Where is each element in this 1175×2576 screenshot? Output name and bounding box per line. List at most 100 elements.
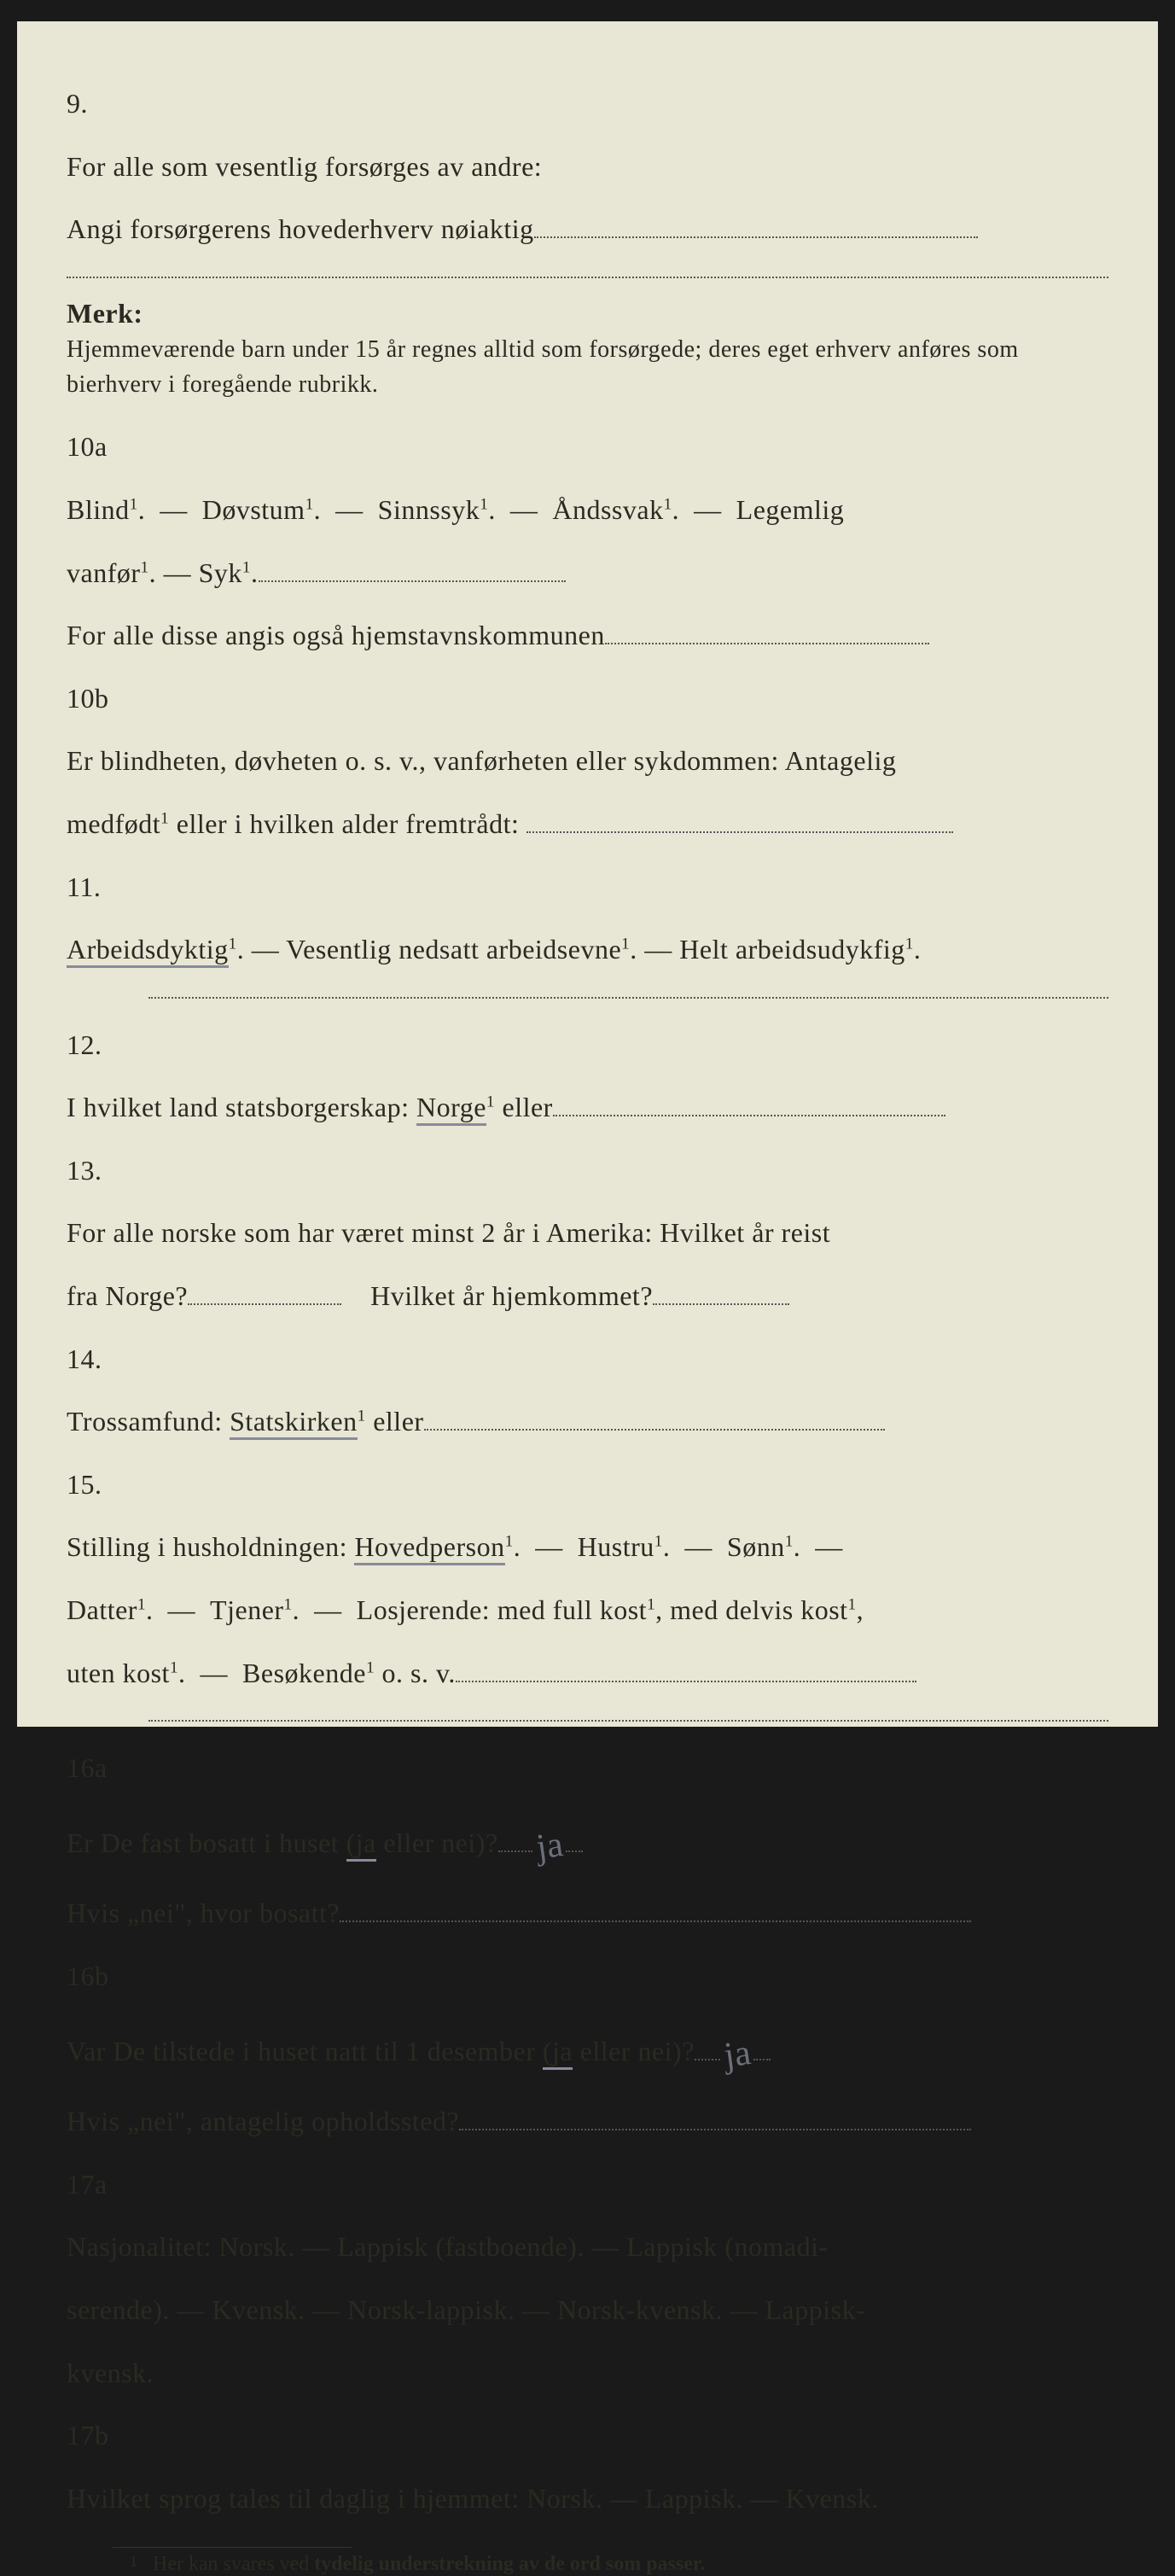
q15-l3c: o. s. v. — [375, 1658, 456, 1688]
dotted-rule — [148, 997, 1108, 999]
q17b-body: Hvilket sprog tales til daglig i hjemmet… — [67, 2468, 1027, 2531]
q10b-num: 10b — [67, 667, 145, 731]
q12-b: Norge — [416, 1092, 486, 1126]
fill-line — [456, 1660, 916, 1682]
q11-body: Arbeidsdyktig1. — Vesentlig nedsatt arbe… — [67, 918, 1027, 982]
q14-c: eller — [366, 1406, 424, 1437]
q12-body: I hvilket land statsborgerskap: Norge1 e… — [67, 1076, 1027, 1139]
q16a-l1a: Er De fast bosatt i huset — [67, 1827, 346, 1858]
footnote-a: Her kan svares ved — [153, 2553, 314, 2575]
q15-l1a: Stilling i husholdningen: — [67, 1531, 354, 1562]
opt-dovstum: Døvstum — [202, 494, 305, 525]
q13: 13. For alle norske som har været minst … — [67, 1139, 1108, 1328]
q17a-l1: Nasjonalitet: Norsk. — Lappisk (fastboen… — [67, 2231, 829, 2262]
opt-blind: Blind — [67, 494, 130, 525]
fill-line — [259, 560, 566, 582]
q16b-l2: Hvis „nei", antagelig opholdssted? — [67, 2106, 459, 2136]
footnote-b: tydelig understrekning av de ord som pas… — [314, 2553, 705, 2575]
q16b-body: Var De tilstede i huset natt til 1 desem… — [67, 2008, 1027, 2153]
q13-l2b: Hvilket år hjemkommet? — [370, 1280, 653, 1311]
q16b: 16b Var De tilstede i huset natt til 1 d… — [67, 1945, 1108, 2153]
q10b-l1: Er blindheten, døvheten o. s. v., vanfør… — [67, 745, 896, 776]
q9-l1: For alle som vesentlig forsørges av andr… — [67, 151, 542, 182]
q11-num: 11. — [67, 856, 145, 919]
q13-num: 13. — [67, 1139, 145, 1203]
dotted-rule — [148, 1720, 1108, 1722]
q14-body: Trossamfund: Statskirken1 eller — [67, 1390, 1027, 1454]
fill-line — [605, 623, 929, 645]
q14-a: Trossamfund: — [67, 1406, 230, 1437]
fill-line — [695, 2038, 720, 2060]
fill-line — [459, 2109, 971, 2131]
q16a-l1b: (ja — [346, 1827, 376, 1862]
q15-l2a: Datter — [67, 1594, 137, 1625]
merk-body: Hjemmeværende barn under 15 år regnes al… — [67, 333, 1027, 402]
q12-c: eller — [495, 1092, 553, 1122]
opt-syk: Syk — [199, 557, 242, 588]
q16b-l1b: (ja — [543, 2036, 573, 2070]
q16b-l1c: eller nei)? — [573, 2036, 695, 2066]
q15-l1d: Sønn — [727, 1531, 785, 1562]
q16a-l2: Hvis „nei", hvor bosatt? — [67, 1897, 340, 1928]
q9: 9. For alle som vesentlig forsørges av a… — [67, 73, 1108, 261]
q17a-num: 17a — [67, 2153, 145, 2217]
q14: 14. Trossamfund: Statskirken1 eller — [67, 1328, 1108, 1454]
q11: 11. Arbeidsdyktig1. — Vesentlig nedsatt … — [67, 856, 1108, 982]
q17b-num: 17b — [67, 2404, 145, 2468]
footnote-num: 1 — [130, 2553, 137, 2570]
q10a-l3: For alle disse angis også hjemstavnskomm… — [67, 620, 605, 650]
q14-num: 14. — [67, 1328, 145, 1391]
q17a-l3: kvensk. — [67, 2357, 154, 2388]
q15-l2b: Tjener — [210, 1594, 284, 1625]
opt-andssvak: Åndssvak — [552, 494, 663, 525]
q17a-body: Nasjonalitet: Norsk. — Lappisk (fastboen… — [67, 2216, 1027, 2404]
fill-line — [498, 1830, 532, 1852]
fill-line — [534, 217, 978, 239]
q10a-num: 10a — [67, 416, 145, 479]
q10a-body: Blind1. — Døvstum1. — Sinnssyk1. — Åndss… — [67, 479, 1027, 667]
q16b-num: 16b — [67, 1945, 145, 2008]
q9-l2: Angi forsørgerens hovederhverv nøiaktig — [67, 213, 534, 244]
q12: 12. I hvilket land statsborgerskap: Norg… — [67, 1014, 1108, 1139]
document-page: 9. For alle som vesentlig forsørges av a… — [17, 21, 1158, 1727]
q17b-text: Hvilket sprog tales til daglig i hjemmet… — [67, 2483, 879, 2514]
q16b-l1a: Var De tilstede i huset natt til 1 desem… — [67, 2036, 543, 2066]
q13-l1: For alle norske som har været minst 2 år… — [67, 1217, 830, 1248]
q10b-l2b: eller i hvilken alder fremtrådt: — [169, 808, 519, 839]
q15: 15. Stilling i husholdningen: Hovedperso… — [67, 1454, 1108, 1705]
dotted-rule — [67, 277, 1108, 278]
q17a: 17a Nasjonalitet: Norsk. — Lappisk (fast… — [67, 2153, 1108, 2404]
q15-l1b: Hovedperson — [354, 1531, 504, 1565]
q13-l2a: fra Norge? — [67, 1280, 188, 1311]
opt-vanfor: vanfør — [67, 557, 141, 588]
q15-l1c: Hustru — [578, 1531, 654, 1562]
fill-line — [753, 2038, 771, 2060]
fill-line — [340, 1901, 971, 1923]
q15-l3a: uten kost — [67, 1658, 170, 1688]
q16a-l1c: eller nei)? — [376, 1827, 498, 1858]
q15-body: Stilling i husholdningen: Hovedperson1. … — [67, 1516, 1027, 1705]
merk-label: Merk: — [67, 294, 145, 333]
opt-legemlig: Legemlig — [736, 494, 845, 525]
handwritten-answer: ja — [531, 1804, 568, 1889]
q16a-body: Er De fast bosatt i huset (ja eller nei)… — [67, 1800, 1027, 1945]
fill-line — [424, 1409, 885, 1431]
fill-line — [653, 1283, 789, 1305]
fill-line — [526, 811, 953, 833]
q15-num: 15. — [67, 1454, 145, 1517]
q9-body: For alle som vesentlig forsørges av andr… — [67, 136, 1027, 261]
q12-a: I hvilket land statsborgerskap: — [67, 1092, 416, 1122]
merk: Merk: Hjemmeværende barn under 15 år reg… — [67, 294, 1108, 403]
q15-l2d: , med delvis kost — [655, 1594, 847, 1625]
q10b-body: Er blindheten, døvheten o. s. v., vanfør… — [67, 730, 1027, 855]
footnote-rule — [113, 2547, 352, 2548]
q9-num: 9. — [67, 73, 145, 136]
opt-sinnssyk: Sinnssyk — [378, 494, 480, 525]
q10a: 10a Blind1. — Døvstum1. — Sinnssyk1. — Å… — [67, 416, 1108, 667]
handwritten-answer: ja — [718, 2012, 756, 2097]
fill-line — [566, 1830, 583, 1852]
q13-body: For alle norske som har været minst 2 år… — [67, 1202, 1027, 1327]
q11-a: Arbeidsdyktig — [67, 934, 229, 968]
q11-b: Vesentlig nedsatt arbeidsevne — [286, 934, 621, 965]
q16a-num: 16a — [67, 1737, 145, 1800]
